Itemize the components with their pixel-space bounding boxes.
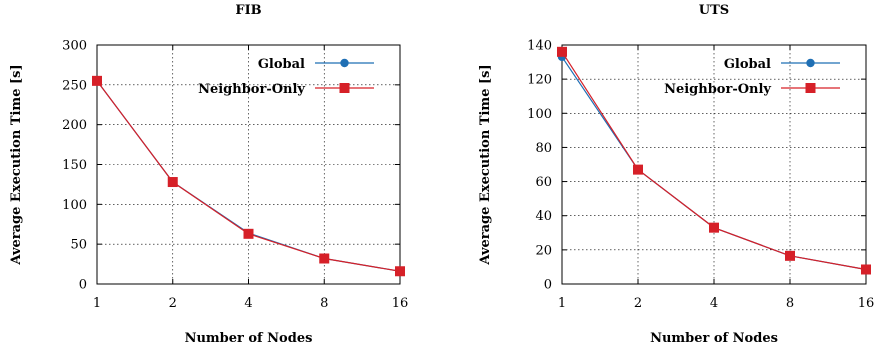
data-point-neighbor-only: [709, 222, 719, 233]
chart-title: FIB: [235, 3, 261, 18]
x-tick-label: 4: [710, 296, 718, 311]
y-tick-label: 100: [62, 198, 87, 213]
data-point-neighbor-only: [319, 253, 330, 264]
x-tick-label: 16: [392, 296, 409, 311]
data-point-neighbor-only: [92, 75, 102, 86]
x-tick-label: 1: [558, 296, 566, 311]
legend-marker-neighbor-only: [805, 83, 816, 93]
legend-marker-global: [806, 58, 815, 68]
y-tick-label: 50: [70, 238, 87, 253]
data-point-neighbor-only: [243, 228, 254, 239]
y-tick-label: 80: [535, 141, 552, 156]
y-tick-label: 300: [62, 39, 87, 54]
y-tick-label: 150: [62, 158, 87, 173]
y-tick-label: 250: [62, 78, 87, 93]
x-tick-label: 8: [786, 296, 794, 311]
y-tick-label: 60: [535, 175, 552, 190]
data-point-neighbor-only: [167, 177, 178, 188]
chart-uts: UTS 0 20 40 60 80 100 120 140 1 2 4 8 16 Number of Nod…: [478, 3, 874, 346]
chart-fib: FIB 0 50 100 150 200 250 300 1 2 4 8 16 Number of Nod…: [9, 3, 408, 346]
data-point-neighbor-only: [633, 164, 643, 175]
data-point-neighbor-only: [861, 264, 871, 275]
legend-marker-global: [340, 58, 349, 68]
data-point-neighbor-only: [785, 250, 795, 261]
legend-label-global: Global: [724, 57, 771, 72]
chart-title: UTS: [699, 3, 729, 18]
legend-label-neighbor-only: Neighbor-Only: [664, 82, 771, 97]
data-point-neighbor-only: [557, 46, 567, 57]
y-tick-label: 200: [62, 118, 87, 133]
x-tick-label: 4: [244, 296, 252, 311]
plot-frame: [561, 44, 867, 285]
y-tick-label: 40: [535, 209, 552, 224]
x-axis-label: Number of Nodes: [185, 331, 313, 346]
x-tick-label: 16: [858, 296, 875, 311]
y-tick-label: 20: [535, 243, 552, 258]
legend-marker-neighbor-only: [339, 83, 350, 93]
y-tick-label: 120: [527, 73, 552, 88]
y-tick-label: 0: [544, 278, 552, 293]
x-tick-label: 8: [320, 296, 328, 311]
data-point-neighbor-only: [395, 266, 405, 277]
legend-label-global: Global: [258, 57, 305, 72]
x-tick-label: 2: [169, 296, 177, 311]
y-tick-label: 100: [527, 107, 552, 122]
x-tick-label: 2: [634, 296, 642, 311]
y-axis-label: Average Execution Time [s]: [478, 64, 493, 265]
y-tick-label: 140: [527, 39, 552, 54]
y-tick-label: 0: [79, 278, 87, 293]
legend-label-neighbor-only: Neighbor-Only: [198, 82, 305, 97]
x-axis-label: Number of Nodes: [650, 331, 778, 346]
y-axis-label: Average Execution Time [s]: [9, 64, 24, 265]
x-tick-label: 1: [93, 296, 101, 311]
